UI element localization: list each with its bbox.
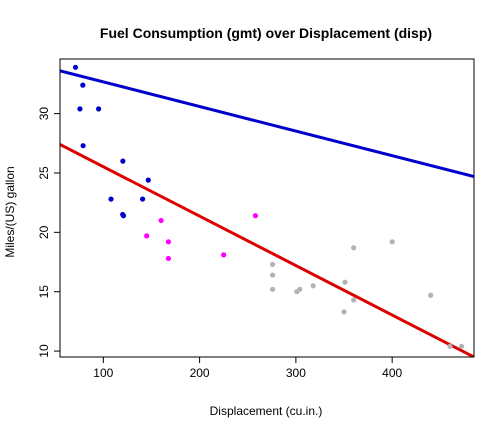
y-axis-label: Miles/(US) gallon [3, 166, 17, 257]
data-point [310, 283, 316, 289]
regression-line [60, 143, 474, 357]
x-tick-label: 100 [93, 366, 113, 380]
plot-area: 100 200 300 400 10 15 20 25 30 [37, 58, 475, 380]
data-point [447, 343, 453, 349]
data-point [428, 292, 434, 298]
data-point [80, 143, 86, 149]
plot-frame [59, 58, 475, 358]
data-point [297, 286, 303, 292]
data-point [165, 255, 172, 262]
x-tick-label: 200 [190, 366, 210, 380]
data-point [158, 217, 164, 224]
data-point [269, 272, 276, 278]
data-point [120, 213, 127, 219]
y-tick-label: 20 [37, 225, 51, 239]
data-point [165, 239, 172, 245]
data-point [269, 261, 276, 267]
data-point [252, 213, 259, 219]
data-point [144, 233, 150, 239]
data-point [389, 239, 395, 245]
regression-line [60, 69, 474, 178]
chart-title: Fuel Consumption (gmt) over Displacement… [100, 25, 432, 41]
data-point [351, 297, 357, 303]
data-point [269, 286, 276, 292]
data-point [108, 196, 114, 202]
data-point [342, 279, 348, 285]
y-tick-label: 30 [37, 107, 51, 121]
data-point [80, 82, 86, 88]
data-point [145, 177, 151, 183]
data-point [221, 252, 227, 258]
data-point [351, 245, 357, 251]
data-point [96, 106, 102, 112]
data-point [72, 64, 79, 70]
x-tick-label: 300 [286, 366, 306, 380]
data-point [120, 158, 126, 164]
y-tick-label: 10 [37, 344, 51, 358]
x-axis-label: Displacement (cu.in.) [210, 404, 323, 418]
data-point [140, 196, 146, 202]
x-tick-label: 400 [382, 366, 402, 380]
data-point [341, 309, 347, 315]
data-point [77, 106, 83, 112]
y-tick-label: 25 [37, 166, 51, 180]
data-point [458, 343, 465, 349]
y-tick-label: 15 [37, 285, 51, 299]
